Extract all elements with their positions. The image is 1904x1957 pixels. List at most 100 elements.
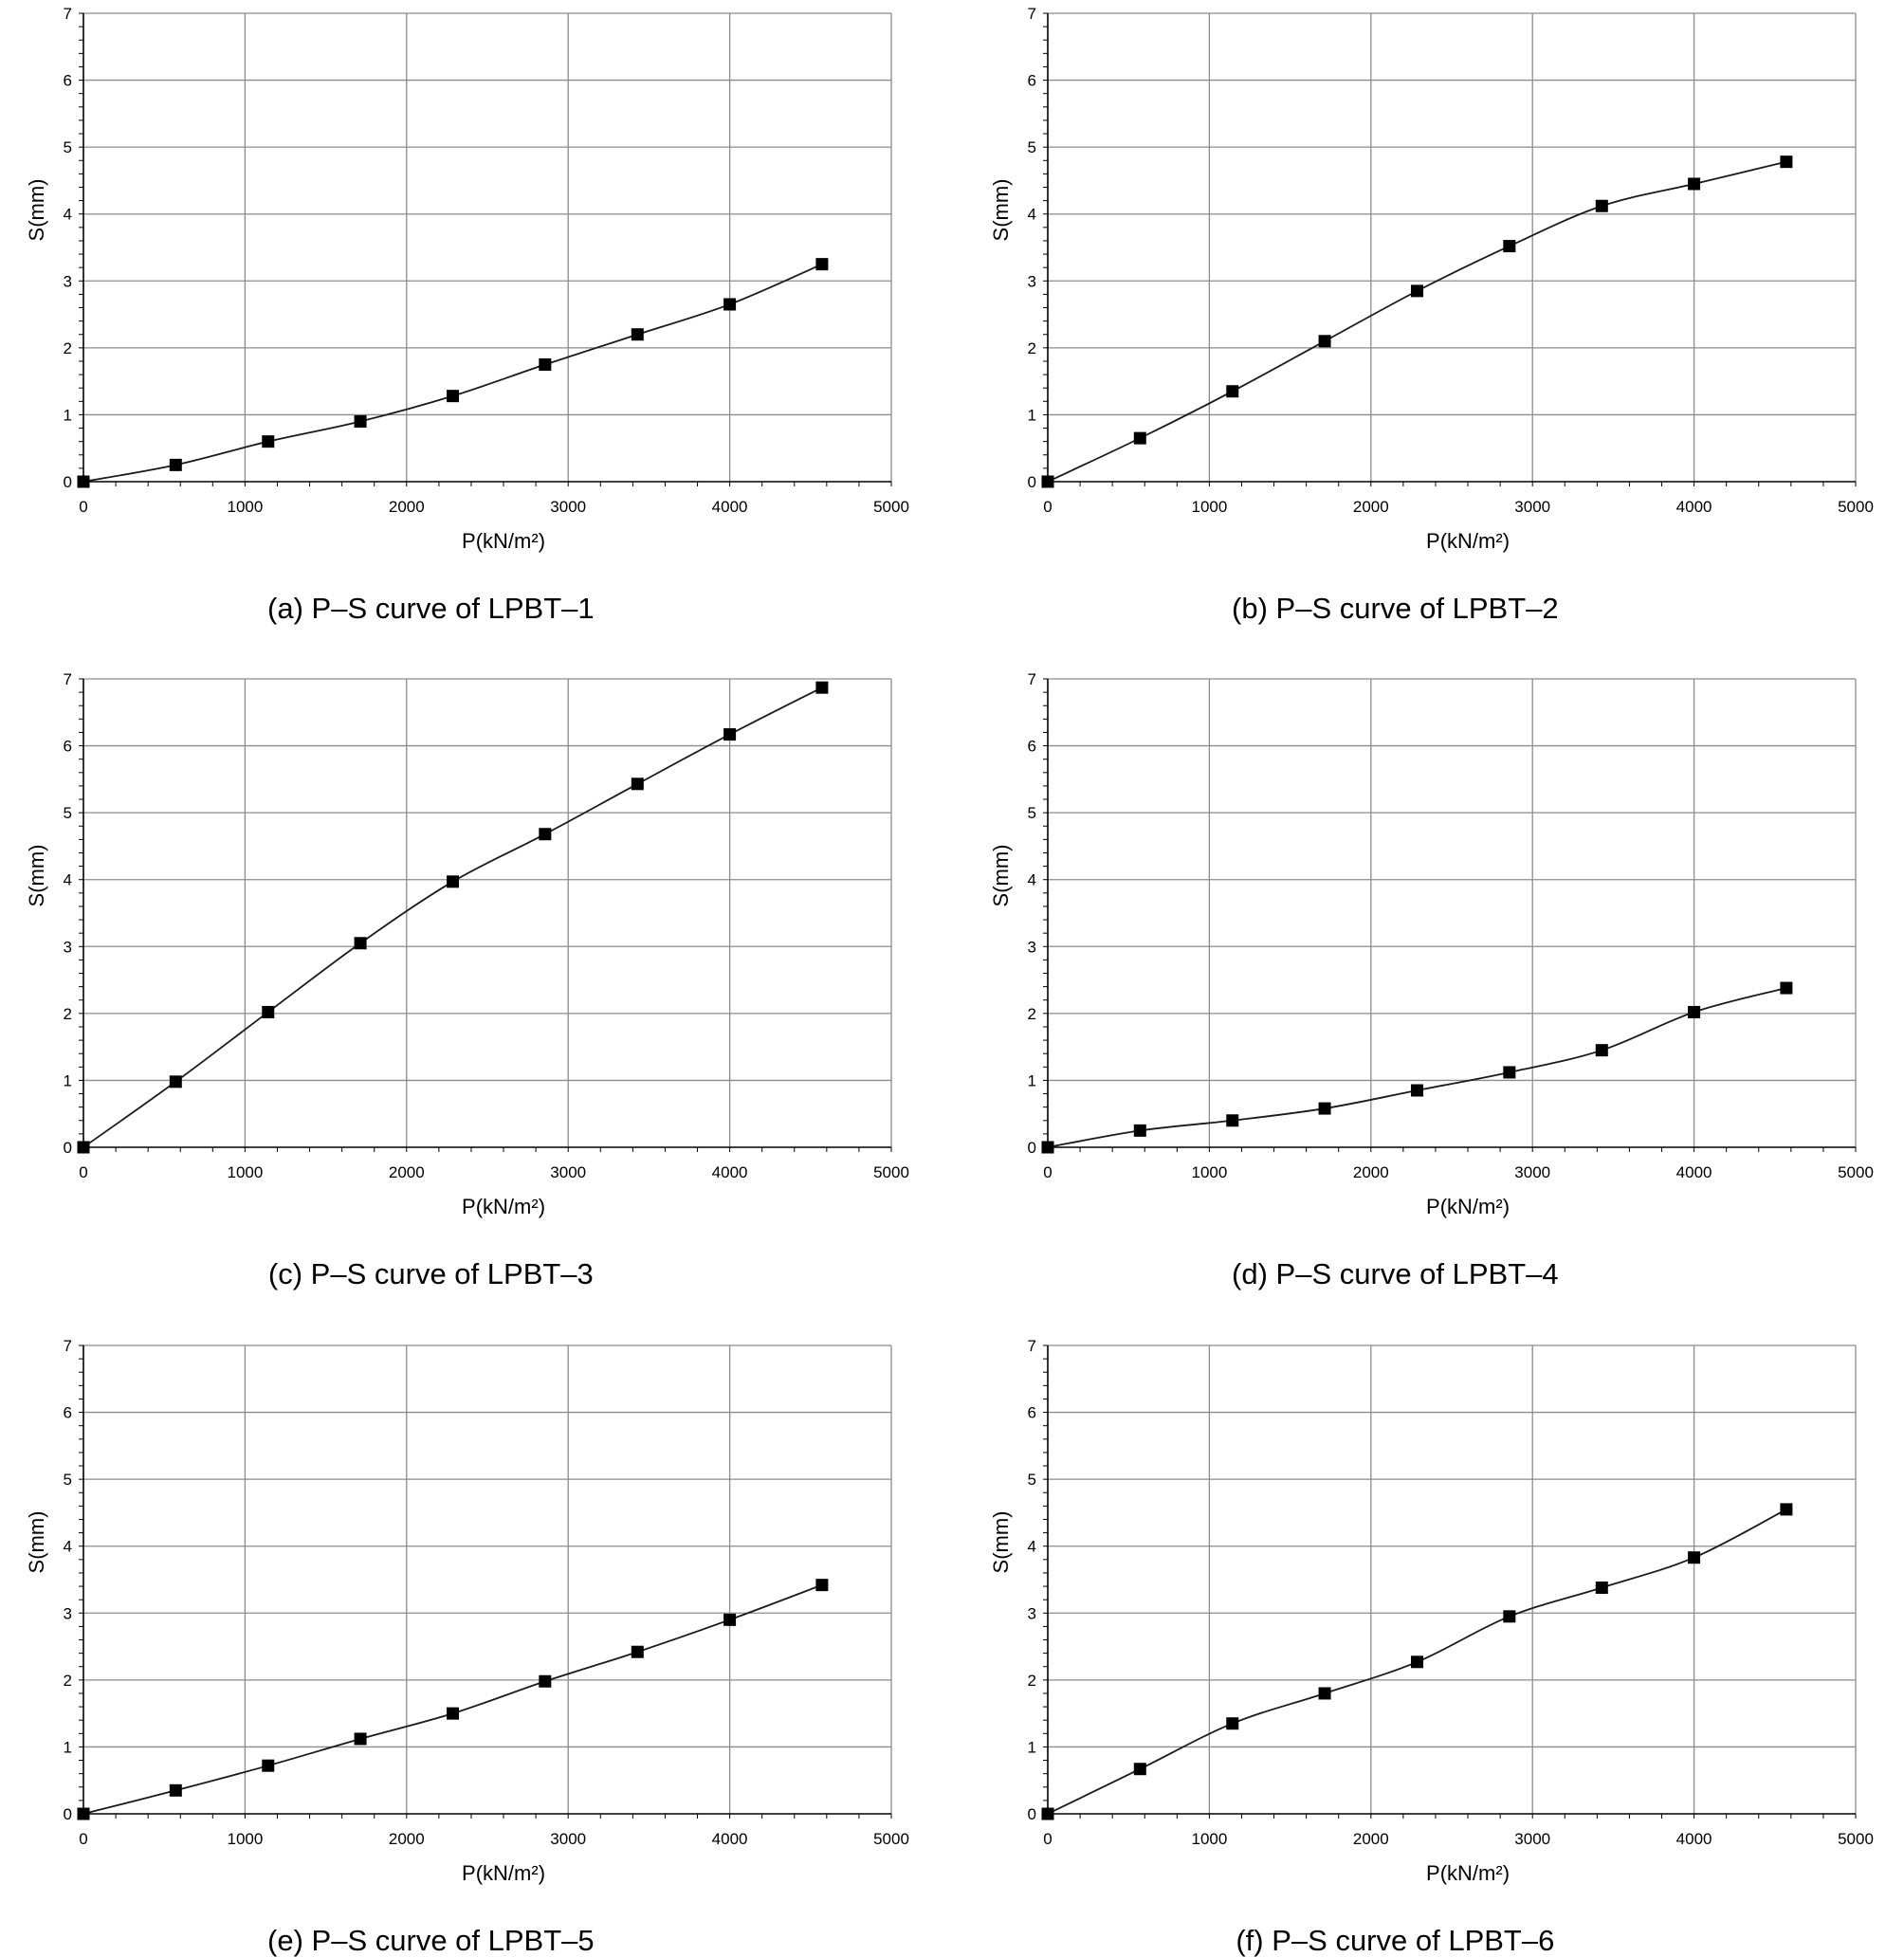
x-tick-label: 3000 [1514, 498, 1550, 516]
x-axis-label: P(kN/m²) [1426, 1861, 1510, 1885]
data-point [631, 1645, 644, 1658]
y-tick-label: 1 [1028, 1738, 1036, 1756]
x-tick-label: 4000 [712, 1830, 748, 1848]
x-tick-label: 1000 [227, 498, 263, 516]
x-axis-label: P(kN/m²) [462, 1195, 545, 1218]
x-tick-label: 0 [79, 1830, 87, 1848]
y-axis-label: S(mm) [989, 844, 1013, 906]
x-tick-label: 5000 [873, 1163, 909, 1181]
y-tick-label: 6 [64, 738, 72, 756]
series-line [1047, 987, 1787, 1148]
y-tick-label: 5 [64, 804, 72, 822]
chart-panel-3: 0 1 2 3 4 5 6 7 0 1000 2000 3000 4000 5000 P(kN/m²) S(m… [25, 670, 909, 1290]
y-tick-label: 4 [64, 1538, 72, 1556]
data-point [815, 258, 829, 271]
y-tick-label: 5 [64, 138, 72, 156]
data-point [723, 1613, 737, 1626]
data-point [539, 358, 552, 371]
data-point [1688, 1005, 1701, 1018]
y-tick-label: 3 [64, 272, 72, 290]
x-tick-label: 3000 [550, 1163, 586, 1181]
y-tick-label: 0 [64, 1805, 72, 1823]
x-tick-label: 3000 [1514, 1163, 1550, 1181]
data-point [447, 875, 460, 888]
y-axis-label: S(mm) [989, 178, 1013, 241]
panel-caption: (a) P–S curve of LPBT–1 [267, 592, 595, 625]
data-point [1226, 385, 1239, 398]
x-tick-label: 2000 [1353, 1830, 1389, 1848]
x-tick-label: 3000 [1514, 1830, 1550, 1848]
y-tick-label: 0 [1028, 1805, 1036, 1823]
y-tick-label: 7 [1028, 5, 1036, 23]
panel-caption: (e) P–S curve of LPBT–5 [267, 1924, 595, 1957]
data-point [1318, 1687, 1331, 1700]
data-point [1411, 284, 1424, 298]
data-point [1133, 431, 1146, 445]
data-point [815, 681, 829, 694]
data-point [723, 728, 737, 741]
data-point [169, 1783, 182, 1797]
y-tick-label: 7 [64, 1337, 72, 1355]
y-tick-label: 2 [1028, 1672, 1036, 1690]
data-point [169, 1075, 182, 1088]
data-point [815, 1579, 829, 1592]
data-point [262, 1005, 275, 1018]
chart-panel-4: 0 1 2 3 4 5 6 7 0 1000 2000 3000 4000 5000 P(kN/m²) S(m… [989, 670, 1874, 1290]
x-tick-label: 1000 [227, 1830, 263, 1848]
y-tick-label: 4 [1028, 206, 1036, 224]
data-point [1503, 1610, 1516, 1623]
y-tick-label: 5 [64, 1471, 72, 1489]
x-tick-label: 4000 [1676, 1163, 1712, 1181]
data-point [1411, 1084, 1424, 1097]
data-point [631, 777, 644, 791]
x-tick-label: 1000 [1191, 1163, 1227, 1181]
x-tick-label: 2000 [389, 1830, 425, 1848]
y-tick-label: 0 [1028, 1139, 1036, 1157]
x-tick-label: 2000 [389, 1163, 425, 1181]
chart-panel-5: 0 1 2 3 4 5 6 7 0 1000 2000 3000 4000 5000 P(kN/m²) S(m… [25, 1337, 909, 1957]
y-tick-label: 2 [1028, 339, 1036, 357]
data-point [1226, 1114, 1239, 1127]
series-line [82, 263, 823, 483]
data-point [1041, 1807, 1054, 1820]
y-tick-label: 4 [1028, 1538, 1036, 1556]
x-tick-label: 2000 [389, 498, 425, 516]
data-point [1411, 1655, 1424, 1669]
data-point [354, 1732, 367, 1746]
y-tick-label: 6 [1028, 1404, 1036, 1422]
x-axis-label: P(kN/m²) [462, 1861, 545, 1885]
data-point [1041, 1141, 1054, 1154]
y-tick-label: 1 [1028, 1071, 1036, 1089]
x-axis-label: P(kN/m²) [1426, 1195, 1510, 1218]
y-axis-label: S(mm) [25, 1510, 48, 1573]
y-tick-label: 7 [64, 670, 72, 688]
data-point [1503, 240, 1516, 253]
panel-caption: (d) P–S curve of LPBT–4 [1232, 1257, 1559, 1290]
y-tick-label: 2 [64, 1672, 72, 1690]
data-point [631, 328, 644, 341]
data-point [1041, 475, 1054, 488]
data-point [1595, 1581, 1608, 1594]
series-line [82, 1583, 823, 1815]
y-tick-label: 2 [64, 1005, 72, 1023]
x-tick-label: 5000 [1838, 1830, 1874, 1848]
y-tick-label: 5 [1028, 138, 1036, 156]
x-tick-label: 0 [79, 498, 87, 516]
x-tick-label: 5000 [1838, 1163, 1874, 1181]
series-line [1047, 160, 1787, 483]
data-point [447, 1707, 460, 1720]
y-tick-label: 3 [64, 1604, 72, 1622]
data-point [447, 390, 460, 403]
data-point [1226, 1717, 1239, 1730]
y-axis-label: S(mm) [25, 844, 48, 906]
data-point [1318, 1102, 1331, 1115]
data-point [77, 1807, 90, 1820]
data-point [1503, 1066, 1516, 1079]
y-tick-label: 6 [1028, 72, 1036, 90]
data-point [354, 937, 367, 950]
data-point [262, 1759, 275, 1772]
y-tick-label: 2 [64, 339, 72, 357]
y-tick-label: 0 [64, 1139, 72, 1157]
x-tick-label: 0 [1043, 498, 1052, 516]
x-tick-label: 3000 [550, 498, 586, 516]
